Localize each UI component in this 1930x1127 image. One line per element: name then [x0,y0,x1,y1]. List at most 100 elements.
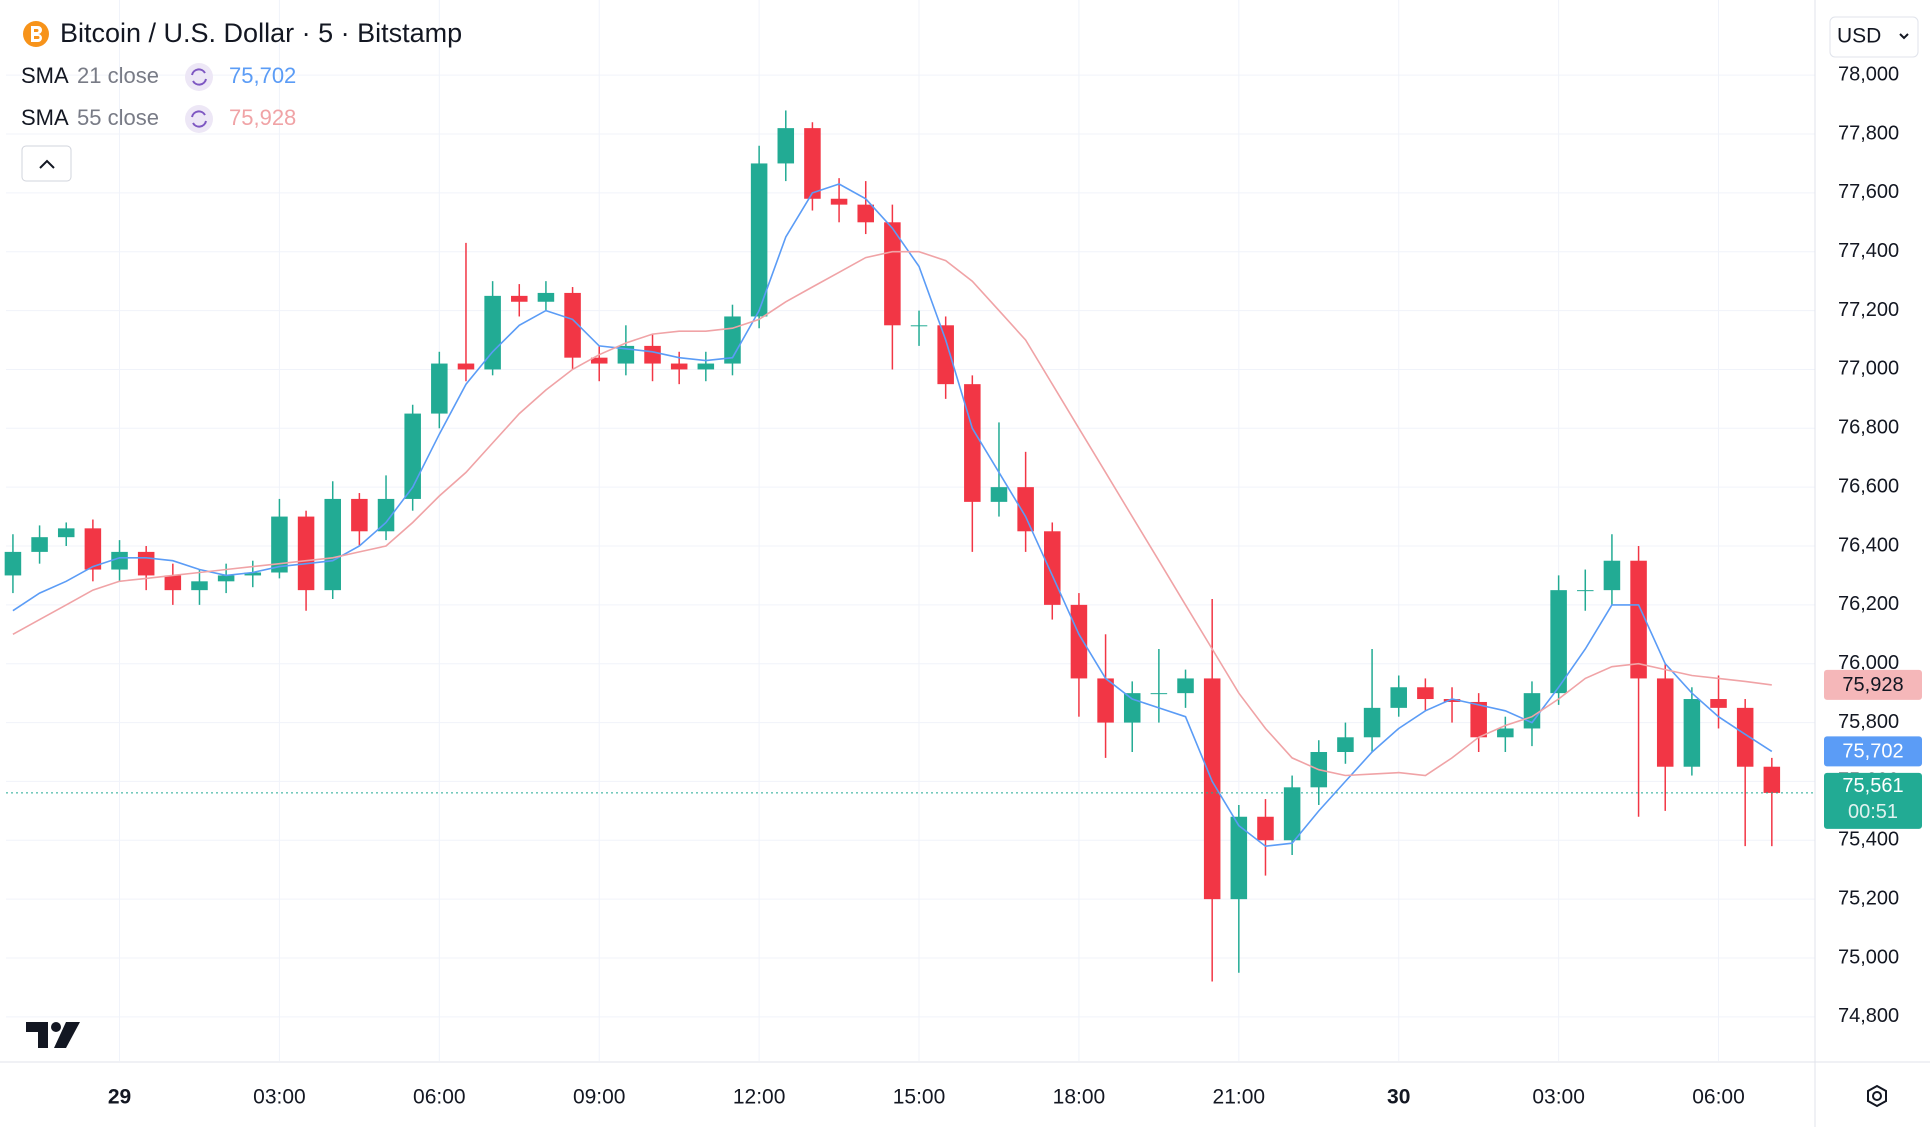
candle-body [830,198,848,205]
candle-body [1710,699,1727,708]
y-tick-label: 77,600 [1838,181,1899,203]
candle-body [564,292,581,358]
x-tick-label: 15:00 [893,1086,946,1109]
legend-value: 75,702 [229,63,296,88]
candle-body [1656,678,1674,767]
currency-button[interactable]: USD [1829,16,1919,58]
candle-body [84,528,102,570]
candle-body [1363,707,1381,738]
candle-body [537,292,555,302]
y-tick-label: 77,400 [1838,240,1899,262]
y-tick-label: 77,000 [1838,358,1899,380]
candle-body [271,516,288,573]
candle-body [910,325,928,327]
candle-body [324,498,341,591]
price-tag [1824,669,1922,700]
y-tick-label: 74,800 [1838,1005,1899,1027]
x-tick-label: 06:00 [1692,1086,1745,1109]
candle-body [57,528,75,538]
candle-body [644,345,661,364]
sma-line [12,250,1772,777]
candle-body [164,575,182,591]
legend-value: 75,928 [229,105,296,130]
candle-body [1577,590,1594,592]
coin-icon [31,26,42,42]
legend-name: SMA [21,63,69,88]
price-tag [1824,772,1922,829]
candle-body [1550,590,1567,694]
y-tick-label: 76,800 [1838,417,1899,439]
candle-body [244,572,262,576]
candle-body [1603,560,1621,591]
candle-body [1763,766,1781,793]
candle-body [1044,531,1061,605]
x-tick-label: 09:00 [573,1086,626,1109]
x-tick-label: 29 [108,1086,131,1109]
candle-body [1630,560,1647,679]
candle-body [457,363,475,370]
candle-body [1390,687,1407,708]
y-tick-label: 77,200 [1838,299,1899,321]
chart-title: Bitcoin / U.S. Dollar · 5 · Bitstamp [60,18,462,48]
refresh-icon[interactable] [185,105,213,133]
y-tick-label: 76,000 [1838,652,1899,674]
collapse-button[interactable] [21,145,72,182]
candle-body [1683,699,1701,767]
candle-body [1203,678,1221,900]
candle-body [1177,678,1194,694]
x-tick-label: 30 [1387,1086,1410,1109]
y-tick-label: 75,800 [1838,711,1899,733]
candle-body [1736,707,1754,767]
candle-body [697,363,715,370]
candle-body [1523,693,1541,729]
x-tick-label: 18:00 [1053,1086,1106,1109]
candle-body [804,128,821,199]
candle-body [1017,487,1034,532]
candle-body [297,516,315,591]
countdown: 00:51 [1848,801,1898,823]
y-tick-label: 77,800 [1838,122,1899,144]
candle-body [377,498,395,532]
candle-body [857,204,874,223]
candle-body [217,575,235,582]
candle-body [1230,816,1248,900]
price-tag-label: 75,702 [1842,741,1903,763]
candle-body [351,498,368,532]
y-tick-label: 78,000 [1838,63,1899,85]
price-tag [1824,736,1922,767]
candle-body [990,487,1008,502]
y-tick-label: 76,600 [1838,475,1899,497]
candle-body [511,295,528,302]
x-tick-label: 12:00 [733,1086,786,1109]
candle-body [1150,693,1168,695]
x-tick-label: 03:00 [1532,1086,1585,1109]
candle-body [777,128,795,164]
candle-body [111,551,128,570]
candle-body [750,163,768,317]
x-tick-label: 03:00 [253,1086,306,1109]
candle-body [937,325,954,385]
candle-body [431,363,448,414]
last-price-label: 75,561 [1842,775,1903,797]
y-tick-label: 75,200 [1838,887,1899,909]
candle-body [31,537,48,552]
settings-icon[interactable] [1867,1084,1887,1108]
price-tag-label: 75,928 [1842,674,1903,696]
candle-body [964,384,981,502]
candle-body [1443,699,1461,702]
candle-body [1497,728,1514,738]
currency: USD [1837,25,1881,48]
candle-body [1417,687,1434,700]
x-tick-label: 06:00 [413,1086,466,1109]
candle-body [484,295,501,370]
sma-line [12,183,1773,848]
candle-body [884,222,901,326]
candle-body [1123,693,1141,723]
candle-body [4,551,22,576]
plot [4,110,1815,982]
candle-body [1470,701,1487,738]
candle-body [670,363,688,370]
refresh-icon[interactable] [185,63,213,91]
